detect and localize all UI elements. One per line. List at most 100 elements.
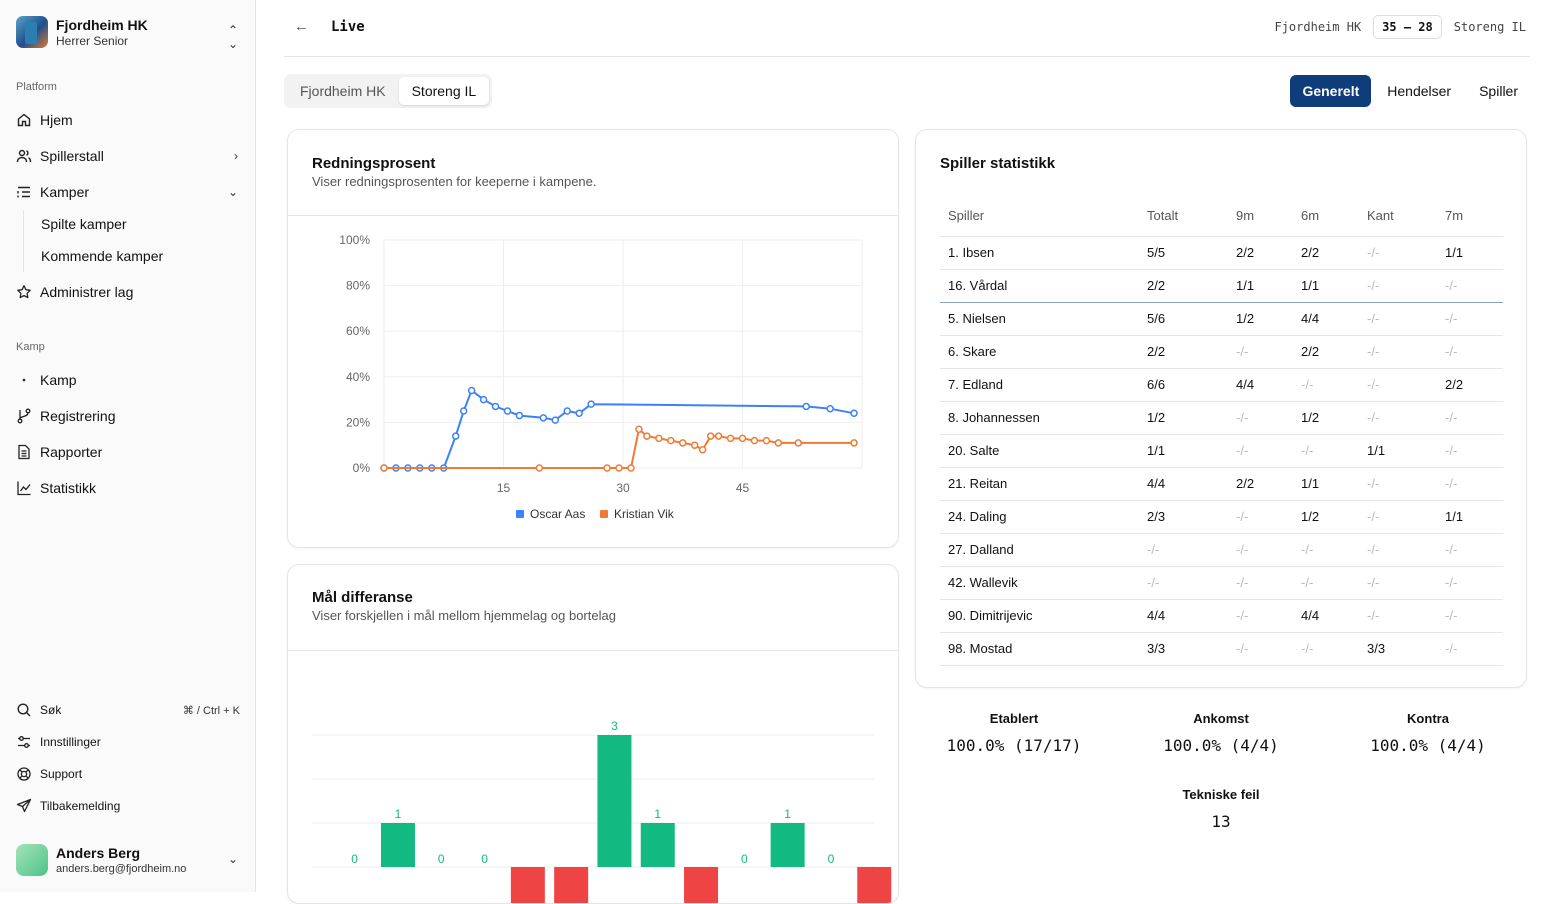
kpi-label: Etablert bbox=[989, 711, 1039, 726]
table-cell: 20. Salte bbox=[940, 434, 1139, 468]
table-row[interactable]: 42. Wallevik -/- -/- -/- -/- -/- bbox=[940, 566, 1503, 600]
bar bbox=[770, 823, 805, 867]
table-row[interactable]: 90. Dimitrijevic 4/4 -/- 4/4 -/- -/- bbox=[940, 599, 1503, 633]
data-point bbox=[667, 436, 675, 445]
list-icon bbox=[16, 184, 32, 200]
section-platform: Platform bbox=[16, 81, 57, 93]
y-tick-label: 20% bbox=[346, 415, 370, 429]
tab-generelt[interactable]: Generelt bbox=[1290, 75, 1372, 107]
bar bbox=[510, 867, 545, 903]
kpi-label: Kontra bbox=[1407, 711, 1449, 726]
divider bbox=[288, 650, 898, 651]
table-row[interactable]: 27. Dalland -/- -/- -/- -/- -/- bbox=[940, 533, 1503, 567]
column-header[interactable]: 9m bbox=[1228, 196, 1293, 237]
user-name: Anders Berg bbox=[56, 844, 141, 861]
tab-storeng[interactable]: Storeng IL bbox=[398, 77, 490, 105]
sidebar-item-administrer[interactable]: Administrer lag bbox=[16, 278, 242, 306]
tab-fjordheim[interactable]: Fjordheim HK bbox=[300, 83, 386, 99]
star-icon bbox=[16, 284, 32, 300]
sidebar-item-kamper[interactable]: Kamper ⌄ bbox=[16, 178, 242, 206]
table-cell: -/- bbox=[1437, 269, 1503, 303]
arrow-left-icon[interactable]: ← bbox=[294, 18, 309, 35]
column-header[interactable]: Totalt bbox=[1139, 196, 1228, 237]
table-cell: -/- bbox=[1139, 566, 1228, 600]
bar-value-label: 0 bbox=[481, 852, 488, 866]
table-row[interactable]: 8. Johannessen 1/2 -/- 1/2 -/- -/- bbox=[940, 401, 1503, 435]
team-subtitle: Herrer Senior bbox=[56, 34, 129, 48]
tab-hendelser[interactable]: Hendelser bbox=[1387, 83, 1452, 99]
sidebar-subitem-kommende[interactable]: Kommende kamper bbox=[41, 248, 164, 264]
table-row[interactable]: 6. Skare 2/2 -/- 2/2 -/- -/- bbox=[940, 335, 1503, 369]
table-cell: 7. Edland bbox=[940, 368, 1139, 402]
sidebar-item-spillerstall[interactable]: Spillerstall › bbox=[16, 142, 242, 170]
sidebar-subitem-spilte[interactable]: Spilte kamper bbox=[41, 216, 127, 232]
data-point bbox=[515, 411, 524, 420]
home-icon bbox=[16, 112, 32, 128]
table-cell: -/- bbox=[1359, 599, 1437, 633]
table-row[interactable]: 24. Daling 2/3 -/- 1/2 -/- 1/1 bbox=[940, 500, 1503, 534]
settings-button[interactable]: Innstillinger bbox=[16, 734, 242, 750]
kpi-value: 100.0% (4/4) bbox=[1370, 736, 1486, 755]
sidebar-item-hjem[interactable]: Hjem bbox=[16, 106, 242, 134]
column-header[interactable]: 7m bbox=[1437, 196, 1503, 237]
table-cell: -/- bbox=[1359, 533, 1437, 567]
support-button[interactable]: Support bbox=[16, 766, 242, 782]
git-branch-icon bbox=[16, 408, 32, 424]
team-switcher[interactable]: Fjordheim HK Herrer Senior ⌃ ⌄ bbox=[16, 14, 242, 51]
column-header[interactable]: 6m bbox=[1293, 196, 1359, 237]
table-cell: -/- bbox=[1359, 236, 1437, 270]
data-point bbox=[655, 434, 663, 443]
table-cell: 3/3 bbox=[1139, 632, 1228, 666]
table-row[interactable]: 21. Reitan 4/4 2/2 1/1 -/- -/- bbox=[940, 467, 1503, 501]
table-row[interactable]: 7. Edland 6/6 4/4 -/- -/- 2/2 bbox=[940, 368, 1503, 402]
bar-value-label: 0 bbox=[438, 852, 445, 866]
bar bbox=[684, 867, 719, 903]
sidebar-item-label: Spillerstall bbox=[40, 148, 104, 164]
table-cell: 1/1 bbox=[1437, 500, 1503, 534]
table-row[interactable]: 98. Mostad 3/3 -/- -/- 3/3 -/- bbox=[940, 632, 1503, 666]
x-tick-label: 30 bbox=[616, 481, 630, 495]
data-point bbox=[706, 432, 715, 440]
table-cell: 6/6 bbox=[1139, 368, 1228, 402]
column-header[interactable]: Kant bbox=[1359, 196, 1437, 237]
table-row[interactable]: 16. Vårdal 2/2 1/1 1/1 -/- -/- bbox=[940, 269, 1503, 303]
bar-value-label: 0 bbox=[741, 852, 748, 866]
data-point bbox=[539, 414, 548, 422]
table-cell: -/- bbox=[1359, 368, 1437, 402]
dot-icon bbox=[16, 372, 32, 388]
table-cell: 24. Daling bbox=[940, 500, 1139, 534]
data-point bbox=[551, 416, 560, 424]
user-menu[interactable]: Anders Berg anders.berg@fjordheim.no ⌄ bbox=[16, 842, 242, 878]
table-cell: -/- bbox=[1437, 467, 1503, 501]
sidebar-item-label: Hjem bbox=[40, 112, 73, 128]
save-percentage-chart: 0% 20% 40% 60% 80% 100% 15 30 45 Oscar Aas Kristia… bbox=[339, 233, 863, 521]
life-buoy-icon bbox=[16, 766, 32, 782]
team-tabs: Fjordheim HK Storeng IL bbox=[284, 74, 493, 108]
goal-difference-card: Mål differanse Viser forskjellen i mål m… bbox=[287, 564, 899, 904]
sidebar-item-statistikk[interactable]: Statistikk bbox=[16, 474, 242, 502]
table-cell: 2/3 bbox=[1139, 500, 1228, 534]
sidebar-item-rapporter[interactable]: Rapporter bbox=[16, 438, 242, 466]
search-button[interactable]: Søk ⌘ / Ctrl + K bbox=[16, 702, 242, 718]
chevron-down-icon: ⌄ bbox=[227, 852, 238, 866]
column-header[interactable]: Spiller bbox=[940, 196, 1139, 237]
data-point bbox=[679, 439, 687, 447]
send-icon bbox=[16, 798, 32, 814]
bar bbox=[640, 823, 675, 867]
chart-icon bbox=[16, 480, 32, 496]
table-row[interactable]: 5. Nielsen 5/6 1/2 4/4 -/- -/- bbox=[940, 302, 1503, 336]
kpi-etablert: Etablert 100.0% (17/17) bbox=[914, 711, 1114, 755]
table-cell: 1/1 bbox=[1293, 269, 1359, 303]
table-row[interactable]: 1. Ibsen 5/5 2/2 2/2 -/- 1/1 bbox=[940, 236, 1503, 270]
table-cell: -/- bbox=[1293, 434, 1359, 468]
search-shortcut: ⌘ / Ctrl + K bbox=[182, 704, 240, 717]
table-row[interactable]: 20. Salte 1/1 -/- -/- 1/1 -/- bbox=[940, 434, 1503, 468]
tab-spiller[interactable]: Spiller bbox=[1479, 83, 1518, 99]
table-cell: -/- bbox=[1437, 533, 1503, 567]
sidebar-item-kamp[interactable]: Kamp bbox=[16, 366, 242, 394]
sidebar-item-registrering[interactable]: Registrering bbox=[16, 402, 242, 430]
chevrons-up-down-icon: ⌃ ⌄ bbox=[227, 23, 238, 51]
data-point bbox=[459, 407, 468, 415]
data-point bbox=[794, 439, 803, 447]
feedback-button[interactable]: Tilbakemelding bbox=[16, 798, 242, 814]
